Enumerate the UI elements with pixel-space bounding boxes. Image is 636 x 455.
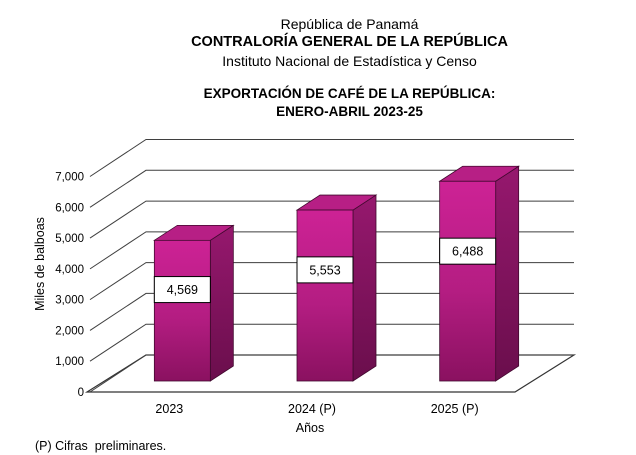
- bar-side-face: [495, 165, 520, 382]
- y-tick-label: 1,000: [55, 356, 84, 368]
- y-tick-label: 0: [78, 387, 84, 399]
- x-category-label: 2025 (P): [431, 402, 479, 416]
- chart-title-line-1: EXPORTACIÓN DE CAFÉ DE LA REPÚBLICA:: [203, 86, 496, 101]
- y-tick-label: 6,000: [55, 202, 84, 214]
- chart-title-line-2: ENERO-ABRIL 2023-25: [276, 104, 423, 119]
- data-label: 4,569: [167, 283, 198, 297]
- grid-line: [89, 354, 574, 393]
- org-line-department: Instituto Nacional de Estadística y Cens…: [222, 53, 477, 69]
- bar-front-face: [439, 180, 497, 382]
- grid-line: [89, 323, 574, 362]
- org-line-country: República de Panamá: [280, 16, 419, 32]
- data-label-box: [296, 256, 354, 284]
- y-tick-label: 7,000: [55, 172, 84, 184]
- grid-line: [89, 139, 574, 177]
- grid-line: [89, 292, 574, 331]
- y-tick-label: 3,000: [55, 295, 84, 307]
- grid-line: [89, 200, 574, 239]
- y-tick-label: 4,000: [55, 264, 84, 276]
- org-line-institution: CONTRALORÍA GENERAL DE LA REPÚBLICA: [191, 34, 508, 50]
- y-tick-label: 2,000: [55, 325, 84, 337]
- y-tick-label: 5,000: [55, 233, 84, 245]
- bar-side-face: [209, 224, 234, 382]
- y-axis-title: Miles de balboas: [33, 217, 47, 311]
- grid-line: [89, 169, 574, 208]
- data-label: 6,488: [452, 245, 483, 259]
- grid-line: [89, 231, 574, 270]
- data-label-box: [153, 276, 211, 304]
- x-category-label: 2023: [155, 402, 183, 416]
- bar-front-face: [296, 209, 354, 382]
- bar-front-face: [153, 239, 211, 382]
- data-label: 5,553: [309, 263, 340, 277]
- grid-line: [89, 262, 574, 301]
- x-axis-title: Años: [295, 421, 325, 435]
- data-label-box: [439, 237, 497, 265]
- bar-side-face: [352, 194, 377, 382]
- x-category-label: 2024 (P): [288, 402, 336, 416]
- footnote: (P) Cifras preliminares.: [35, 439, 167, 453]
